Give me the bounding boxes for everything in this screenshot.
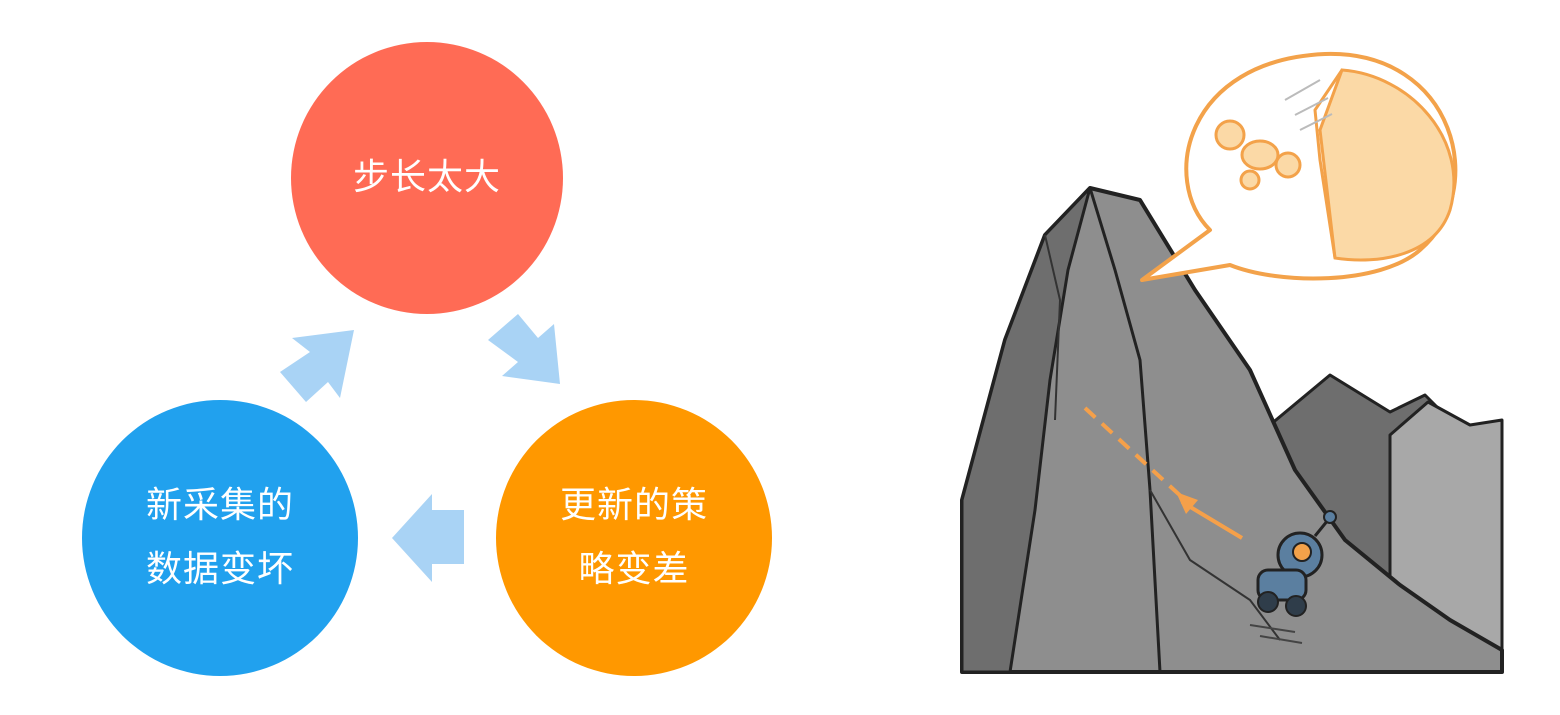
node-data-worse-line-1: 新采集的	[145, 485, 294, 526]
cycle-diagram: 步长太大 更新的策 略变差 新采集的 数据变坏	[82, 42, 772, 676]
node-step-too-large: 步长太大	[291, 42, 563, 314]
robot-icon	[1256, 510, 1337, 617]
arrow-step-to-policy	[488, 314, 560, 384]
mountain-crack	[1149, 489, 1281, 641]
node-data-worse: 新采集的 数据变坏	[82, 400, 358, 676]
bubble-cliff-edge	[1313, 69, 1344, 259]
arrow-data-to-step	[280, 330, 354, 402]
node-step-too-large-line-1: 步长太大	[352, 157, 501, 198]
node-data-worse-line-2: 数据变坏	[145, 549, 294, 590]
bubble-cliff	[1318, 68, 1456, 262]
arrow-policy-to-data	[392, 494, 464, 582]
falling-robot-icon	[1214, 119, 1302, 191]
robot-motion-lines	[1249, 624, 1303, 644]
node-policy-worse-line-1: 更新的策	[559, 485, 708, 526]
path-arrowhead	[1176, 492, 1198, 514]
motion-lines	[1284, 79, 1333, 131]
node-policy-worse-line-2: 略变差	[578, 549, 690, 590]
path-arrow-line	[1180, 500, 1244, 540]
mountain-ridge	[1088, 187, 1162, 673]
mountain-illustration	[960, 51, 1504, 674]
node-policy-worse: 更新的策 略变差	[496, 400, 772, 676]
mountain-ridge-2	[1044, 234, 1062, 421]
